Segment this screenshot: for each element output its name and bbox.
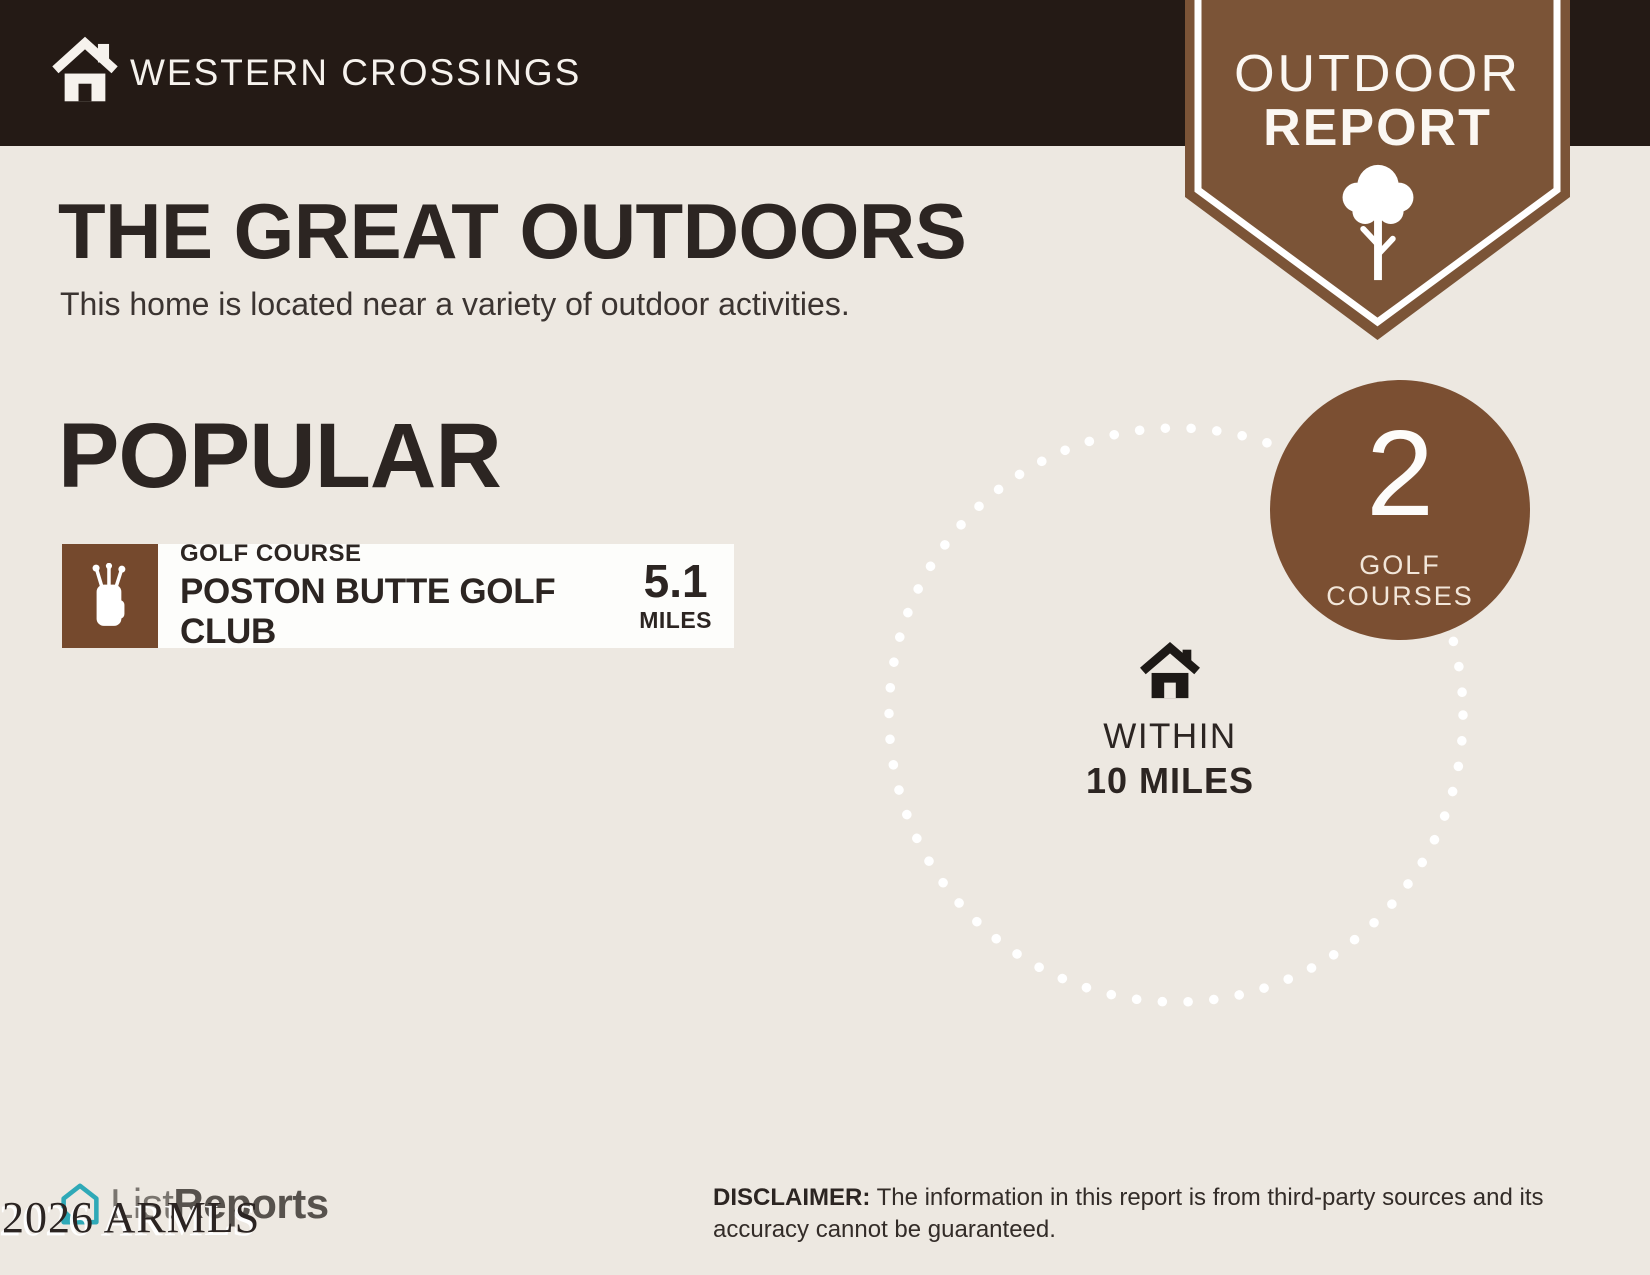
disclaimer-label: DISCLAIMER: — [713, 1184, 871, 1211]
golf-course-count-badge: 2 GOLF COURSES — [1270, 380, 1530, 640]
logo-text-reports: Reports — [173, 1180, 329, 1227]
ribbon-title-line1: OUTDOOR — [1234, 45, 1521, 103]
poi-distance: 5.1 MILES — [639, 558, 712, 634]
page-subtitle: This home is located near a variety of o… — [60, 286, 850, 322]
within-label: WITHIN — [1103, 717, 1237, 756]
count-label: GOLF COURSES — [1270, 550, 1530, 612]
poi-distance-value: 5.1 — [643, 555, 708, 607]
listreports-wordmark: ListReports — [110, 1180, 329, 1228]
armls-watermark: 2026 ARMLS — [2, 1193, 261, 1242]
listreports-logo: ListReports — [60, 1180, 329, 1228]
poi-distance-unit: MILES — [639, 607, 712, 633]
disclaimer-line1: The information in this report is from t… — [876, 1184, 1544, 1211]
poi-icon-box — [62, 544, 158, 648]
disclaimer-line2: accuracy cannot be guaranteed. — [713, 1215, 1056, 1243]
ribbon-badge: OUTDOOR REPORT — [1185, 0, 1570, 348]
poi-name: POSTON BUTTE GOLF CLUB — [180, 572, 556, 651]
count-label-line1: GOLF — [1359, 550, 1441, 580]
tree-icon — [1342, 164, 1413, 281]
poi-text-block: GOLF COURSE POSTON BUTTE GOLF CLUB — [158, 540, 639, 652]
count-value: 2 — [1366, 405, 1434, 541]
ribbon-title-line2: REPORT — [1263, 99, 1492, 157]
radius-center-group: WITHIN 10 MILES — [1035, 642, 1305, 802]
home-outline-icon — [52, 36, 118, 102]
poi-category-label: GOLF COURSE — [180, 540, 362, 567]
disclaimer: DISCLAIMER: The information in this repo… — [713, 1182, 1573, 1245]
radius-distance-label: 10 MILES — [1085, 760, 1255, 801]
listreports-house-icon — [61, 1183, 99, 1225]
poi-card-golf-course: GOLF COURSE POSTON BUTTE GOLF CLUB 5.1 M… — [62, 540, 734, 651]
count-label-line2: COURSES — [1326, 581, 1474, 612]
logo-text-list: List — [110, 1180, 174, 1227]
home-solid-icon — [1140, 642, 1200, 699]
radius-dotted-circle — [884, 423, 1468, 1007]
page-title: THE GREAT OUTDOORS — [58, 187, 967, 275]
popular-section-heading: POPULAR — [58, 405, 502, 507]
property-name: WESTERN CROSSINGS — [130, 52, 582, 93]
golf-bag-icon — [92, 563, 126, 626]
